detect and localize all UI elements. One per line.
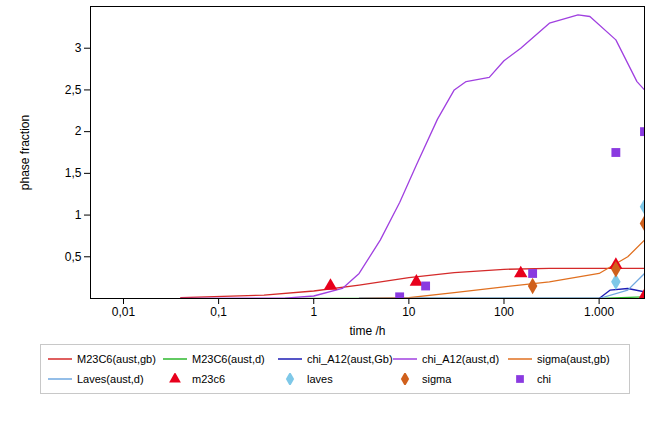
svg-text:phase fraction: phase fraction bbox=[18, 115, 32, 190]
html-text:chi_A12(aust,Gb): chi_A12(aust,Gb) bbox=[307, 353, 393, 365]
html-text:sigma: sigma bbox=[422, 373, 452, 385]
svg-text:0,5: 0,5 bbox=[65, 250, 82, 264]
html-text:chi: chi bbox=[537, 373, 552, 385]
svg-text:2: 2 bbox=[75, 124, 82, 138]
html-text:M23C6(aust,gb): M23C6(aust,gb) bbox=[77, 353, 156, 365]
html-text:chi_A12(aust,d): chi_A12(aust,d) bbox=[422, 353, 499, 365]
html-text:M23C6(aust,d): M23C6(aust,d) bbox=[192, 353, 265, 365]
html-text:sigma(aust,gb): sigma(aust,gb) bbox=[537, 353, 610, 365]
svg-text:1: 1 bbox=[75, 208, 82, 222]
svg-text:1: 1 bbox=[310, 305, 317, 319]
svg-text:3: 3 bbox=[75, 41, 82, 55]
svg-text:time /h: time /h bbox=[349, 324, 385, 338]
svg-text:100: 100 bbox=[494, 305, 514, 319]
html-text:Laves(aust,d): Laves(aust,d) bbox=[77, 373, 144, 385]
svg-text:0,01: 0,01 bbox=[112, 305, 136, 319]
svg-text:1,5: 1,5 bbox=[65, 166, 82, 180]
svg-text:0,1: 0,1 bbox=[210, 305, 227, 319]
html-text:m23c6: m23c6 bbox=[192, 373, 225, 385]
svg-text:2,5: 2,5 bbox=[65, 83, 82, 97]
svg-text:10: 10 bbox=[402, 305, 416, 319]
svg-text:1.000: 1.000 bbox=[584, 305, 614, 319]
html-text:laves: laves bbox=[307, 373, 333, 385]
